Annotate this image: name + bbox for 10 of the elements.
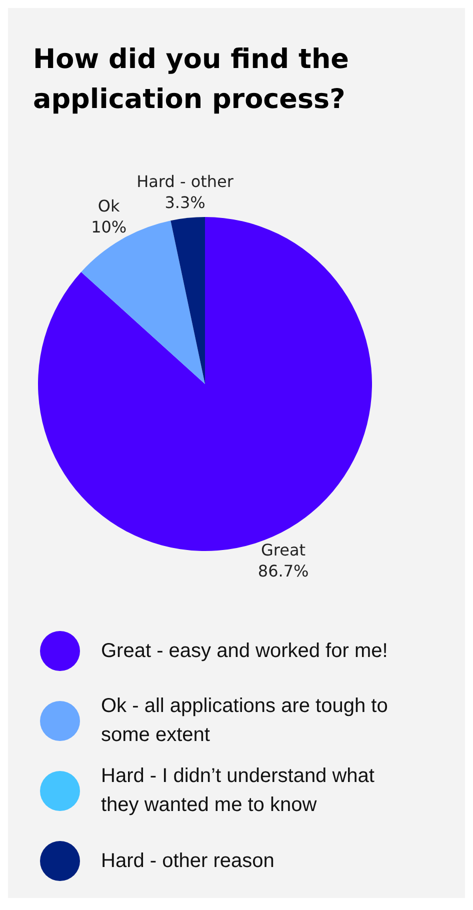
- legend-label: Great - easy and worked for me!: [101, 638, 389, 664]
- legend-label: Hard - I didn’t understand what they wanted me to know: [101, 764, 376, 818]
- legend-label: Hard - other reason: [101, 848, 276, 874]
- chart-title: How did you find the application process?: [33, 43, 350, 117]
- data-label: Ok 10%: [91, 196, 127, 237]
- pie-slice: [81, 220, 205, 384]
- pie-slice: [170, 217, 205, 384]
- data-label: Great 86.7%: [258, 540, 309, 580]
- data-label: Hard - other 3.3%: [136, 172, 234, 212]
- legend-label: Ok - all applications are tough to some extent: [101, 694, 389, 748]
